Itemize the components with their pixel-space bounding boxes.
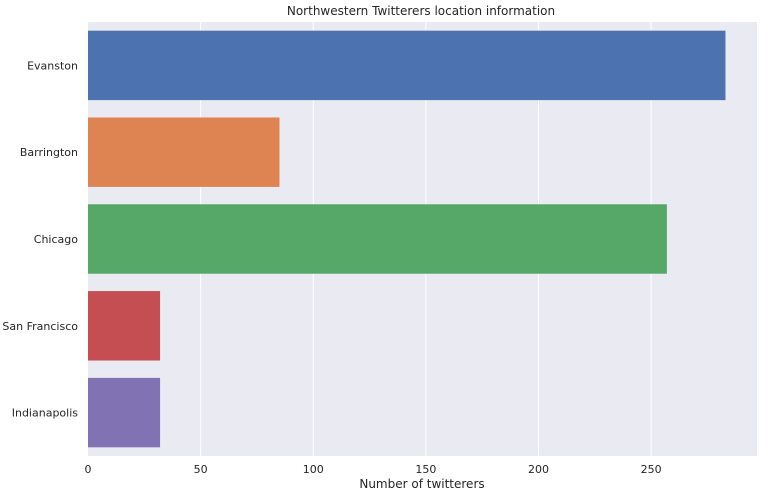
bar-san-francisco <box>88 291 161 361</box>
y-tick-label: San Francisco <box>2 320 78 333</box>
bars <box>88 30 726 448</box>
bar-evanston <box>88 30 726 101</box>
x-axis-label: Number of twitterers <box>359 477 484 491</box>
bar-barrington <box>88 117 280 187</box>
bar-indianapolis <box>88 377 161 448</box>
x-tick-label: 250 <box>641 463 662 476</box>
x-tick-label: 150 <box>415 463 436 476</box>
y-tick-label: Chicago <box>34 233 78 246</box>
bar-chicago <box>88 204 667 274</box>
x-tick-label: 50 <box>194 463 208 476</box>
y-tick-labels: Evanston Barrington Chicago San Francisco In… <box>2 59 78 419</box>
x-tick-label: 200 <box>528 463 549 476</box>
y-tick-label: Evanston <box>27 59 78 72</box>
y-tick-label: Barrington <box>20 146 78 159</box>
x-tick-labels: 0 50 100 150 200 250 <box>85 463 662 476</box>
x-tick-label: 0 <box>85 463 92 476</box>
chart-title: Northwestern Twitterers location informa… <box>287 4 555 18</box>
y-tick-label: Indianapolis <box>12 407 79 420</box>
x-tick-label: 100 <box>303 463 324 476</box>
